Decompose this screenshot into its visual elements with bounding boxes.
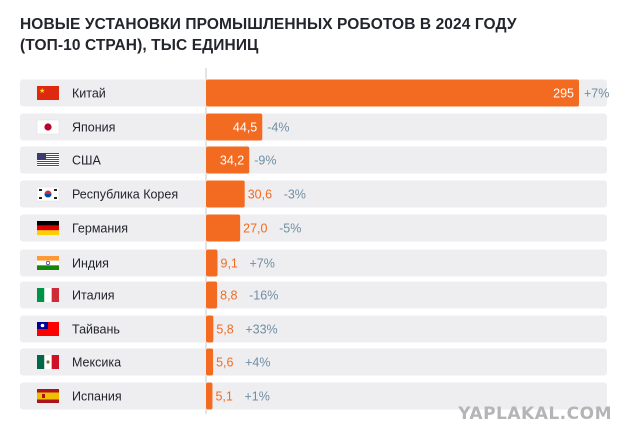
bar — [206, 79, 579, 107]
bar — [206, 281, 218, 309]
bar — [206, 180, 245, 208]
spain-flag-icon — [37, 389, 59, 403]
germany-flag-icon — [37, 221, 59, 235]
change-label: -3% — [284, 188, 306, 202]
category-label: Германия — [72, 222, 128, 236]
change-label: +7% — [250, 257, 275, 271]
value-label: 8,8 — [220, 289, 237, 303]
chart-row: Мексика 5,6 +4% — [20, 348, 607, 376]
category-label: Италия — [72, 289, 115, 303]
category-label: Индия — [72, 257, 109, 271]
value-label: 34,2 — [220, 154, 244, 168]
value-label: 9,1 — [221, 257, 238, 271]
change-label: -4% — [267, 121, 289, 135]
value-label: 5,6 — [216, 356, 233, 370]
value-label: 295 — [553, 87, 574, 101]
row-background — [20, 382, 607, 410]
row-background — [20, 315, 607, 343]
chart-row: Германия 27,0 -5% — [20, 214, 607, 242]
chart-row: Япония 44,5 -4% — [20, 113, 607, 141]
change-label: -9% — [254, 154, 276, 168]
row-background — [20, 249, 607, 277]
row-background — [20, 146, 607, 174]
svg-text:★: ★ — [39, 87, 45, 95]
bar — [206, 113, 263, 141]
change-label: -16% — [249, 289, 278, 303]
category-label: Испания — [72, 390, 122, 404]
chart-row: Испания 5,1 +1% — [20, 382, 607, 410]
value-label: 5,8 — [216, 323, 233, 337]
change-label: +33% — [245, 323, 277, 337]
title-line-1: НОВЫЕ УСТАНОВКИ ПРОМЫШЛЕННЫХ РОБОТОВ В 2… — [20, 16, 517, 33]
value-label: 27,0 — [243, 222, 267, 236]
category-label: Республика Корея — [72, 188, 178, 202]
row-background — [20, 281, 607, 309]
bar — [206, 214, 241, 242]
bar — [206, 146, 250, 174]
usa-flag-icon — [37, 153, 59, 167]
chart-row: Тайвань 5,8 +33% — [20, 315, 607, 343]
china-flag-icon: ★ — [37, 86, 59, 100]
value-label: 5,1 — [215, 390, 232, 404]
change-label: +4% — [245, 356, 270, 370]
title-line-2: (ТОП-10 СТРАН), ТЫС ЕДИНИЦ — [20, 37, 259, 54]
bar — [206, 382, 213, 410]
change-label: -5% — [279, 222, 301, 236]
mexico-flag-icon — [37, 355, 59, 369]
category-label: Мексика — [72, 356, 121, 370]
bar — [206, 315, 214, 343]
taiwan-flag-icon — [37, 322, 59, 336]
watermark: YAPLAKAL.COM — [458, 404, 612, 424]
category-label: США — [72, 154, 101, 168]
italy-flag-icon — [37, 288, 59, 302]
value-label: 44,5 — [233, 121, 257, 135]
category-label: Тайвань — [72, 323, 120, 337]
value-label: 30,6 — [248, 188, 272, 202]
bar — [206, 249, 218, 277]
chart-row: США 34,2 -9% — [20, 146, 607, 174]
category-label: Япония — [72, 121, 115, 135]
chart-title: НОВЫЕ УСТАНОВКИ ПРОМЫШЛЕННЫХ РОБОТОВ В 2… — [20, 14, 540, 56]
row-background — [20, 348, 607, 376]
change-label: +1% — [244, 390, 269, 404]
bar — [206, 348, 214, 376]
chart-row: Италия 8,8 -16% — [20, 281, 607, 309]
row-background — [20, 214, 607, 242]
south-korea-flag-icon — [36, 186, 60, 202]
row-background — [20, 180, 607, 208]
japan-flag-icon — [36, 119, 60, 135]
chart-row: ★ Китай 295 +7% — [20, 79, 609, 107]
chart-row: Индия 9,1 +7% — [20, 249, 607, 277]
row-background — [20, 113, 607, 141]
change-label: +7% — [584, 87, 609, 101]
category-label: Китай — [72, 87, 106, 101]
india-flag-icon — [37, 256, 59, 270]
chart-row: Республика Корея 30,6 -3% — [20, 180, 607, 208]
